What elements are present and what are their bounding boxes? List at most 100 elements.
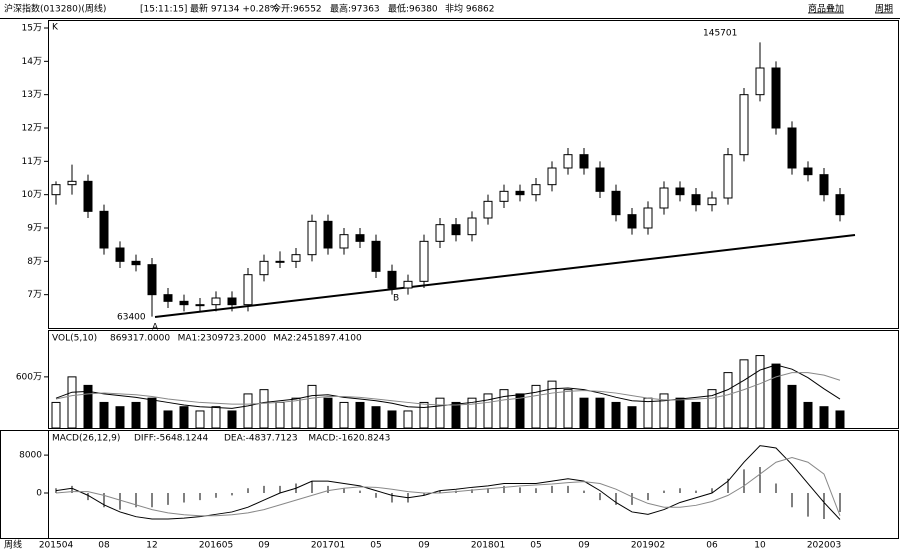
candle-body bbox=[771, 67, 781, 129]
avg: 非均 96862 bbox=[445, 3, 495, 15]
high: 最高:97363 bbox=[330, 3, 380, 15]
volume-bar bbox=[531, 384, 541, 429]
candle-body bbox=[83, 180, 93, 212]
panel-label: K bbox=[52, 23, 59, 33]
x-tick-label: 08 bbox=[98, 541, 110, 551]
y-tick-label: 8万 bbox=[27, 257, 42, 267]
candle-body bbox=[563, 154, 573, 169]
time: [15:11:15] bbox=[140, 5, 187, 15]
x-tick-label: 12 bbox=[146, 541, 157, 551]
x-tick-label: 05 bbox=[370, 541, 381, 551]
volume-bar bbox=[259, 389, 269, 429]
indicator-line bbox=[55, 456, 841, 517]
volume-bar bbox=[787, 384, 797, 429]
volume-bar bbox=[275, 401, 285, 429]
volume-bar bbox=[755, 355, 765, 429]
x-tick-label: 09 bbox=[418, 541, 430, 551]
y-tick-label: 11万 bbox=[22, 157, 42, 167]
candle-body bbox=[659, 187, 669, 209]
candle-body bbox=[243, 274, 253, 306]
volume-bar bbox=[179, 406, 189, 429]
volume-bar bbox=[707, 389, 717, 429]
period-button[interactable]: 周期 bbox=[875, 4, 893, 15]
indicator-line bbox=[55, 445, 841, 520]
candle-body bbox=[323, 220, 333, 249]
volume-bar bbox=[435, 397, 445, 429]
x-tick-label: 201605 bbox=[199, 541, 233, 551]
latest: 最新 97134 +0.28% bbox=[190, 3, 279, 15]
volume-bar bbox=[355, 401, 365, 429]
candle-body bbox=[483, 200, 493, 219]
candle-body bbox=[227, 297, 237, 306]
x-tick-label: 201504 bbox=[39, 541, 74, 551]
point-a: A bbox=[152, 323, 159, 333]
volume-bar bbox=[131, 401, 141, 429]
candle-body bbox=[627, 214, 637, 229]
candle-body bbox=[515, 190, 525, 196]
candle-body bbox=[723, 154, 733, 199]
volume-bar bbox=[547, 380, 557, 429]
volume-bar bbox=[627, 406, 637, 429]
candle-body bbox=[259, 260, 269, 276]
volume-bar bbox=[83, 384, 93, 429]
x-tick-label: 09 bbox=[578, 541, 590, 551]
volume-bar bbox=[739, 359, 749, 429]
candle-body bbox=[643, 207, 653, 229]
volume-bar bbox=[771, 363, 781, 429]
volume-bar bbox=[243, 393, 253, 429]
candle-body bbox=[291, 254, 301, 262]
candle-body bbox=[691, 194, 701, 206]
volume-bar bbox=[51, 401, 61, 429]
candle-body bbox=[835, 194, 845, 216]
y-tick-label: 8000 bbox=[19, 451, 42, 461]
readout: MA1:2309723.2000 bbox=[178, 334, 267, 344]
point-b: B bbox=[393, 294, 399, 304]
x-tick-label: 09 bbox=[258, 541, 270, 551]
x-tick-label: 202003 bbox=[807, 541, 841, 551]
volume-bar bbox=[163, 410, 173, 429]
y-tick-label: 0 bbox=[36, 489, 42, 499]
candle-body bbox=[179, 300, 189, 306]
readout: 869317.0000 bbox=[110, 334, 170, 344]
x-tick-label: 201801 bbox=[471, 541, 505, 551]
candle-body bbox=[435, 224, 445, 242]
volume-bar bbox=[611, 401, 621, 429]
volume-bar bbox=[819, 406, 829, 429]
volume-bar bbox=[291, 397, 301, 429]
candle-body bbox=[595, 167, 605, 192]
volume-bar bbox=[99, 401, 109, 429]
x-tick-label: 10 bbox=[754, 541, 766, 551]
y-tick-label: 10万 bbox=[22, 190, 42, 200]
candle-body bbox=[371, 240, 381, 272]
volume-bar bbox=[147, 397, 157, 429]
y-tick-label: 14万 bbox=[22, 57, 42, 67]
volume-bar bbox=[371, 406, 381, 429]
volume-bar bbox=[467, 397, 477, 429]
volume-bar bbox=[803, 401, 813, 429]
candle-body bbox=[579, 154, 589, 169]
low-annotation: 63400 bbox=[117, 313, 146, 323]
candle-body bbox=[419, 240, 429, 282]
y-tick-label: 15万 bbox=[22, 24, 42, 34]
candle-body bbox=[675, 187, 685, 196]
candle-body bbox=[339, 234, 349, 249]
volume-bar bbox=[387, 410, 397, 429]
candle-body bbox=[387, 270, 397, 289]
open: 今开:96552 bbox=[272, 3, 322, 15]
panel-title: MACD(26,12,9) bbox=[52, 434, 120, 444]
candle-body bbox=[499, 190, 509, 202]
candle-body bbox=[739, 94, 749, 156]
candle-body bbox=[211, 297, 221, 306]
low: 最低:96380 bbox=[388, 3, 438, 15]
volume-bar bbox=[115, 406, 125, 429]
overlay-button[interactable]: 商品叠加 bbox=[808, 3, 844, 15]
candle-body bbox=[531, 184, 541, 196]
candle-body bbox=[115, 247, 125, 262]
volume-bar bbox=[499, 389, 509, 429]
readout: MACD:-1620.8243 bbox=[308, 434, 390, 444]
volume-bar bbox=[835, 410, 845, 429]
candle-body bbox=[131, 260, 141, 266]
candle-body bbox=[163, 294, 173, 302]
x-tick-label: 06 bbox=[706, 541, 718, 551]
